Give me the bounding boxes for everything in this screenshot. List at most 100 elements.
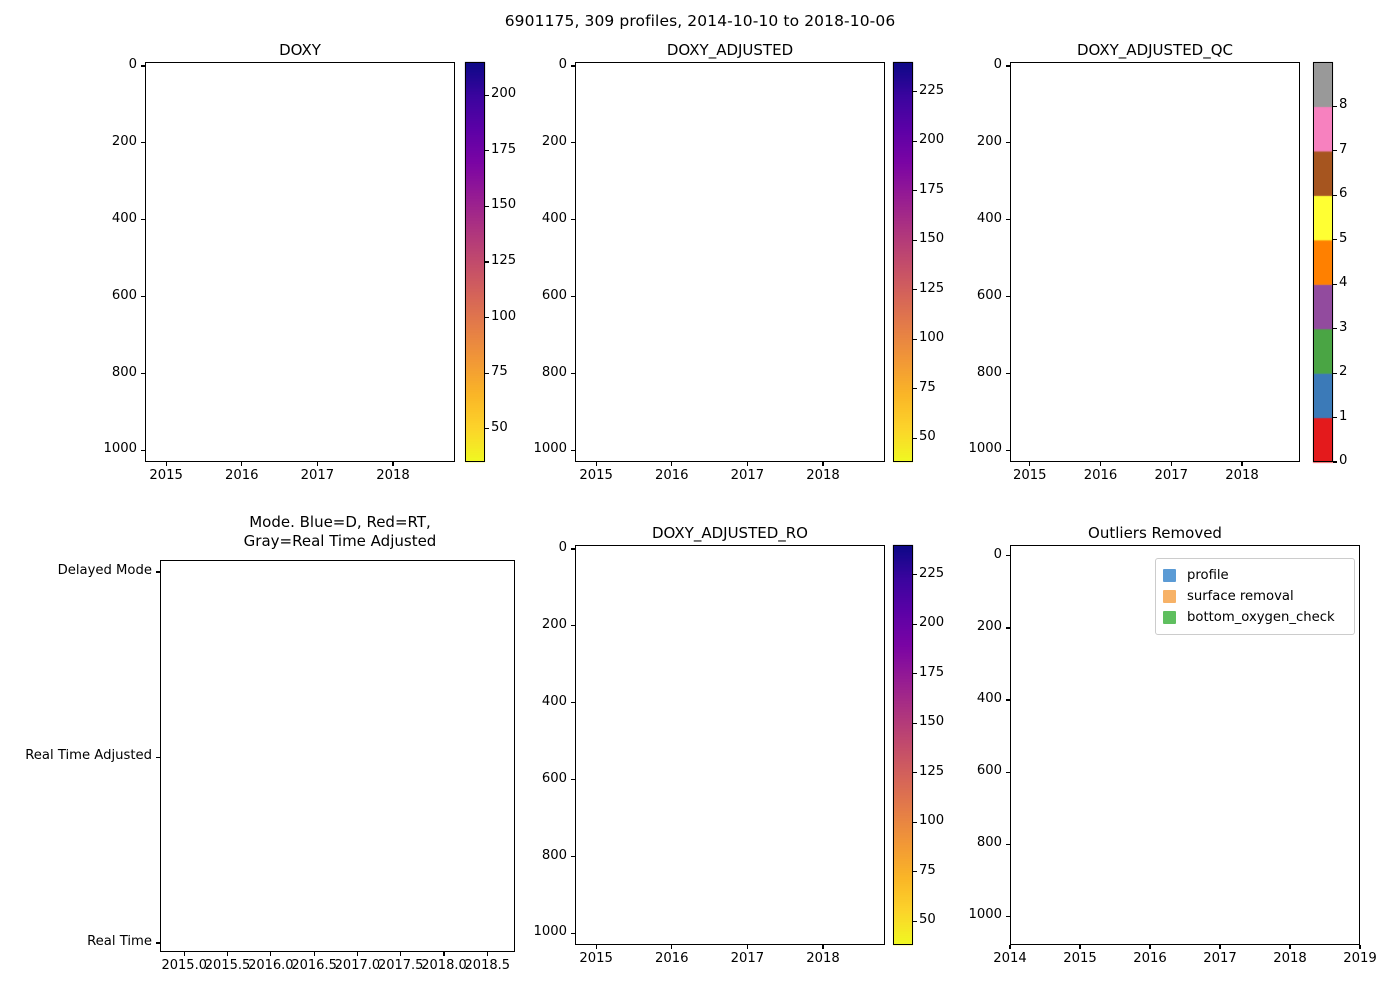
tick-mark [571, 548, 575, 550]
qc-ytick-400: 400 [976, 210, 1002, 226]
tick-mark [392, 462, 394, 466]
ro-ytick-800: 800 [541, 847, 567, 863]
tick-mark [571, 449, 575, 452]
ro-cbtick-200: 200 [919, 615, 945, 631]
out-xtick-2015: 2015 [1063, 951, 1097, 966]
doxy-xtick-2015: 2015 [149, 468, 183, 483]
legend-item-bottom-oxygen-check[interactable]: bottom_oxygen_check [1163, 607, 1346, 628]
tick-mark [1333, 328, 1337, 330]
tick-mark [1289, 945, 1291, 949]
mode-xtick-2016: 2016.0 [248, 958, 294, 973]
qc-ytick-1000: 1000 [968, 441, 1002, 457]
colorbar-doxy-adjusted-qc[interactable] [1313, 62, 1333, 462]
colorbar-doxy-adjusted[interactable] [893, 62, 913, 462]
adj-cbtick-125: 125 [919, 280, 945, 296]
colorbar-doxy[interactable] [465, 62, 485, 462]
tick-mark [913, 190, 917, 192]
mode-xtick-2018: 2018.0 [421, 958, 467, 973]
doxy-xtick-2018: 2018 [376, 468, 410, 483]
panel-title-doxy-adjusted-ro: DOXY_ADJUSTED_RO [652, 524, 808, 542]
tick-mark [141, 142, 145, 144]
adj-xtick-2016: 2016 [654, 468, 689, 483]
tick-mark [241, 462, 243, 466]
tick-mark [822, 462, 824, 466]
out-xtick-2014: 2014 [993, 951, 1027, 966]
tick-mark [1219, 945, 1221, 949]
adj-cbtick-50: 50 [919, 429, 936, 445]
adj-cbtick-150: 150 [919, 231, 945, 247]
tick-mark [913, 722, 917, 724]
ro-cbtick-150: 150 [919, 714, 945, 730]
tick-mark [1333, 372, 1337, 374]
legend-swatch-bottom-oxygen-check [1163, 611, 1176, 624]
tick-mark [671, 945, 673, 949]
tick-mark [313, 952, 315, 956]
tick-mark [1079, 945, 1081, 949]
qc-cbtick-8: 8 [1339, 97, 1348, 113]
tick-mark [571, 779, 575, 781]
tick-mark [270, 952, 272, 956]
legend-item-profile[interactable]: profile [1163, 565, 1346, 586]
ro-cbtick-75: 75 [919, 862, 936, 878]
ro-cbtick-175: 175 [919, 664, 945, 680]
out-ytick-0: 0 [993, 546, 1002, 562]
mode-xtick-2017: 2017.0 [334, 958, 381, 973]
adj-cbtick-75: 75 [919, 379, 936, 395]
tick-mark [913, 772, 917, 774]
panel-title-outliers-removed: Outliers Removed [1088, 524, 1222, 542]
plot-mode[interactable] [160, 560, 515, 952]
adj-ytick-0: 0 [558, 56, 567, 72]
tick-mark [913, 91, 917, 93]
adj-ytick-1000: 1000 [533, 441, 567, 457]
tick-mark [1333, 239, 1337, 241]
tick-mark [485, 372, 489, 374]
qc-cbtick-2: 2 [1339, 364, 1348, 380]
doxy-cbtick-75: 75 [491, 364, 508, 380]
plot-doxy-adjusted[interactable] [575, 62, 885, 462]
tick-mark [571, 373, 575, 375]
out-xtick-2018: 2018 [1273, 951, 1307, 966]
tick-mark [183, 952, 185, 956]
out-ytick-200: 200 [976, 618, 1002, 634]
qc-cbtick-1: 1 [1339, 408, 1348, 424]
doxy-ytick-400: 400 [111, 210, 137, 226]
tick-mark [1006, 449, 1010, 452]
out-ytick-400: 400 [976, 690, 1002, 706]
out-ytick-1000: 1000 [968, 907, 1002, 923]
doxy-ytick-200: 200 [111, 133, 137, 149]
adj-cbtick-100: 100 [919, 330, 945, 346]
tick-mark [913, 821, 917, 823]
tick-mark [1009, 945, 1011, 949]
plot-doxy[interactable] [145, 62, 455, 462]
tick-mark [913, 289, 917, 291]
tick-mark [1149, 945, 1151, 949]
tick-mark [913, 623, 917, 625]
tick-mark [571, 142, 575, 144]
tick-mark [156, 942, 160, 944]
panel-title-doxy-adjusted: DOXY_ADJUSTED [666, 41, 794, 59]
legend-label-surface-removal: surface removal [1187, 589, 1294, 604]
qc-xtick-2017: 2017 [1154, 468, 1189, 483]
doxy-cbtick-200: 200 [491, 86, 517, 102]
doxy-ytick-1000: 1000 [103, 441, 137, 457]
adj-xtick-2017: 2017 [730, 468, 765, 483]
mode-xtick-2015p5: 2015.5 [204, 958, 251, 973]
ro-xtick-2018: 2018 [806, 951, 840, 966]
tick-mark [822, 945, 824, 949]
panel-title-doxy: DOXY [279, 41, 321, 59]
plot-doxy-adjusted-qc[interactable] [1010, 62, 1300, 462]
ro-xtick-2017: 2017 [730, 951, 765, 966]
tick-mark [486, 952, 488, 956]
plot-doxy-adjusted-ro[interactable] [575, 545, 885, 945]
qc-cbtick-5: 5 [1339, 230, 1348, 246]
tick-mark [1359, 945, 1361, 949]
legend-item-surface-removal[interactable]: surface removal [1163, 586, 1346, 607]
tick-mark [226, 952, 229, 956]
tick-mark [1006, 373, 1010, 375]
adj-xtick-2018: 2018 [806, 468, 840, 483]
tick-mark [671, 462, 673, 466]
panel-title-doxy-adjusted-qc: DOXY_ADJUSTED_QC [1076, 41, 1234, 59]
colorbar-doxy-adjusted-ro[interactable] [893, 545, 913, 945]
legend-label-bottom-oxygen-check: bottom_oxygen_check [1187, 610, 1335, 625]
ro-ytick-200: 200 [541, 616, 567, 632]
